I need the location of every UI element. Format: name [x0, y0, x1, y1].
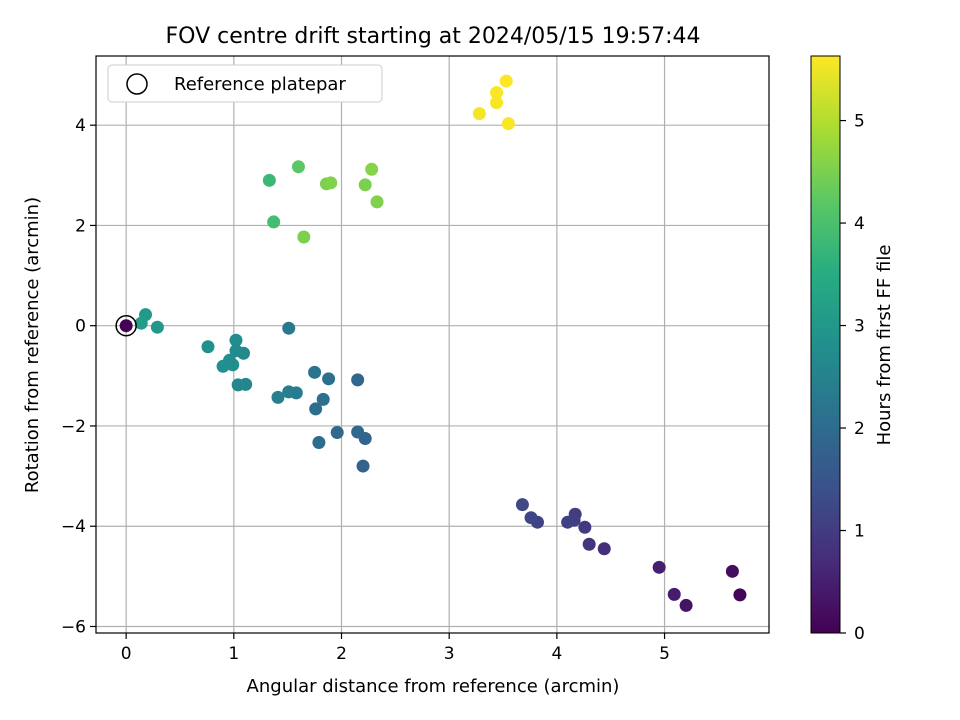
data-point [330, 425, 344, 439]
colorbar-tick-label: 4 [854, 214, 865, 234]
x-tick-label: 4 [551, 644, 562, 664]
colorbar-tick-label: 1 [854, 522, 865, 542]
x-tick-label: 3 [444, 644, 455, 664]
legend-box [107, 64, 383, 103]
data-point [679, 598, 693, 612]
y-tick-label: −2 [61, 417, 86, 437]
data-point [282, 321, 296, 335]
colorbar-label: Hours from first FF file [874, 245, 895, 446]
colorbar-tick-label: 2 [854, 419, 865, 439]
plot-frame [95, 55, 770, 634]
x-axis-label: Angular distance from reference (arcmin) [247, 676, 620, 697]
x-tick-label: 2 [336, 644, 347, 664]
data-point [134, 316, 148, 330]
y-tick-label: 2 [75, 216, 86, 236]
legend-label: Reference platepar [174, 74, 346, 95]
colorbar-ticks: 0 1 2 3 4 5 [840, 112, 865, 644]
legend-marker-open-circle [126, 73, 148, 95]
data-point [267, 215, 281, 229]
data-point [316, 392, 330, 406]
data-point [322, 372, 336, 386]
data-point [490, 86, 504, 100]
y-tick-label: 0 [75, 317, 86, 337]
y-tick-label: 4 [75, 116, 86, 136]
legend: Reference platepar [107, 64, 383, 103]
data-point [582, 537, 596, 551]
data-point [472, 107, 486, 121]
data-point [229, 344, 243, 358]
data-point [324, 176, 338, 190]
y-tick-label: −6 [61, 617, 86, 637]
chart-title: FOV centre drift starting at 2024/05/15 … [166, 24, 701, 49]
data-point [216, 359, 230, 373]
data-point [351, 373, 365, 387]
data-point [119, 319, 133, 333]
colorbar-tick-label: 3 [854, 317, 865, 337]
data-point [597, 542, 611, 556]
data-point [291, 160, 305, 174]
data-point [578, 520, 592, 534]
data-point [652, 560, 666, 574]
colorbar-tick-label: 5 [854, 112, 865, 132]
data-points [119, 74, 747, 612]
y-axis-ticks: −6 −4 −2 0 2 4 [61, 116, 96, 637]
data-point [308, 365, 322, 379]
data-point [297, 230, 311, 244]
data-point [262, 173, 276, 187]
data-point [150, 320, 164, 334]
data-point [201, 340, 215, 354]
data-point [229, 333, 243, 347]
data-point [312, 436, 326, 450]
data-point [733, 588, 747, 602]
y-axis-label: Rotation from reference (arcmin) [22, 197, 43, 493]
data-point [515, 498, 529, 512]
data-point [231, 378, 245, 392]
data-point [499, 74, 513, 88]
reference-marker-group [115, 314, 137, 337]
data-point [524, 511, 538, 525]
data-point [667, 587, 681, 601]
colorbar-tick-label: 0 [854, 624, 865, 644]
reference-platepar-marker [115, 314, 137, 337]
data-point [351, 425, 365, 439]
x-tick-label: 0 [121, 644, 132, 664]
x-axis-ticks: 0 1 2 3 4 5 [121, 633, 670, 664]
data-point [282, 385, 296, 399]
y-tick-label: −4 [61, 517, 86, 537]
data-point [501, 117, 515, 131]
x-tick-label: 1 [228, 644, 239, 664]
data-point [356, 459, 370, 473]
data-point [370, 195, 384, 209]
data-point [271, 390, 285, 404]
data-point [725, 564, 739, 578]
data-point [309, 402, 323, 416]
data-point [561, 515, 575, 529]
data-point [490, 96, 504, 110]
x-tick-label: 5 [659, 644, 670, 664]
colorbar [810, 55, 841, 634]
data-point [365, 162, 379, 176]
data-point [358, 178, 372, 192]
grid [96, 56, 769, 633]
